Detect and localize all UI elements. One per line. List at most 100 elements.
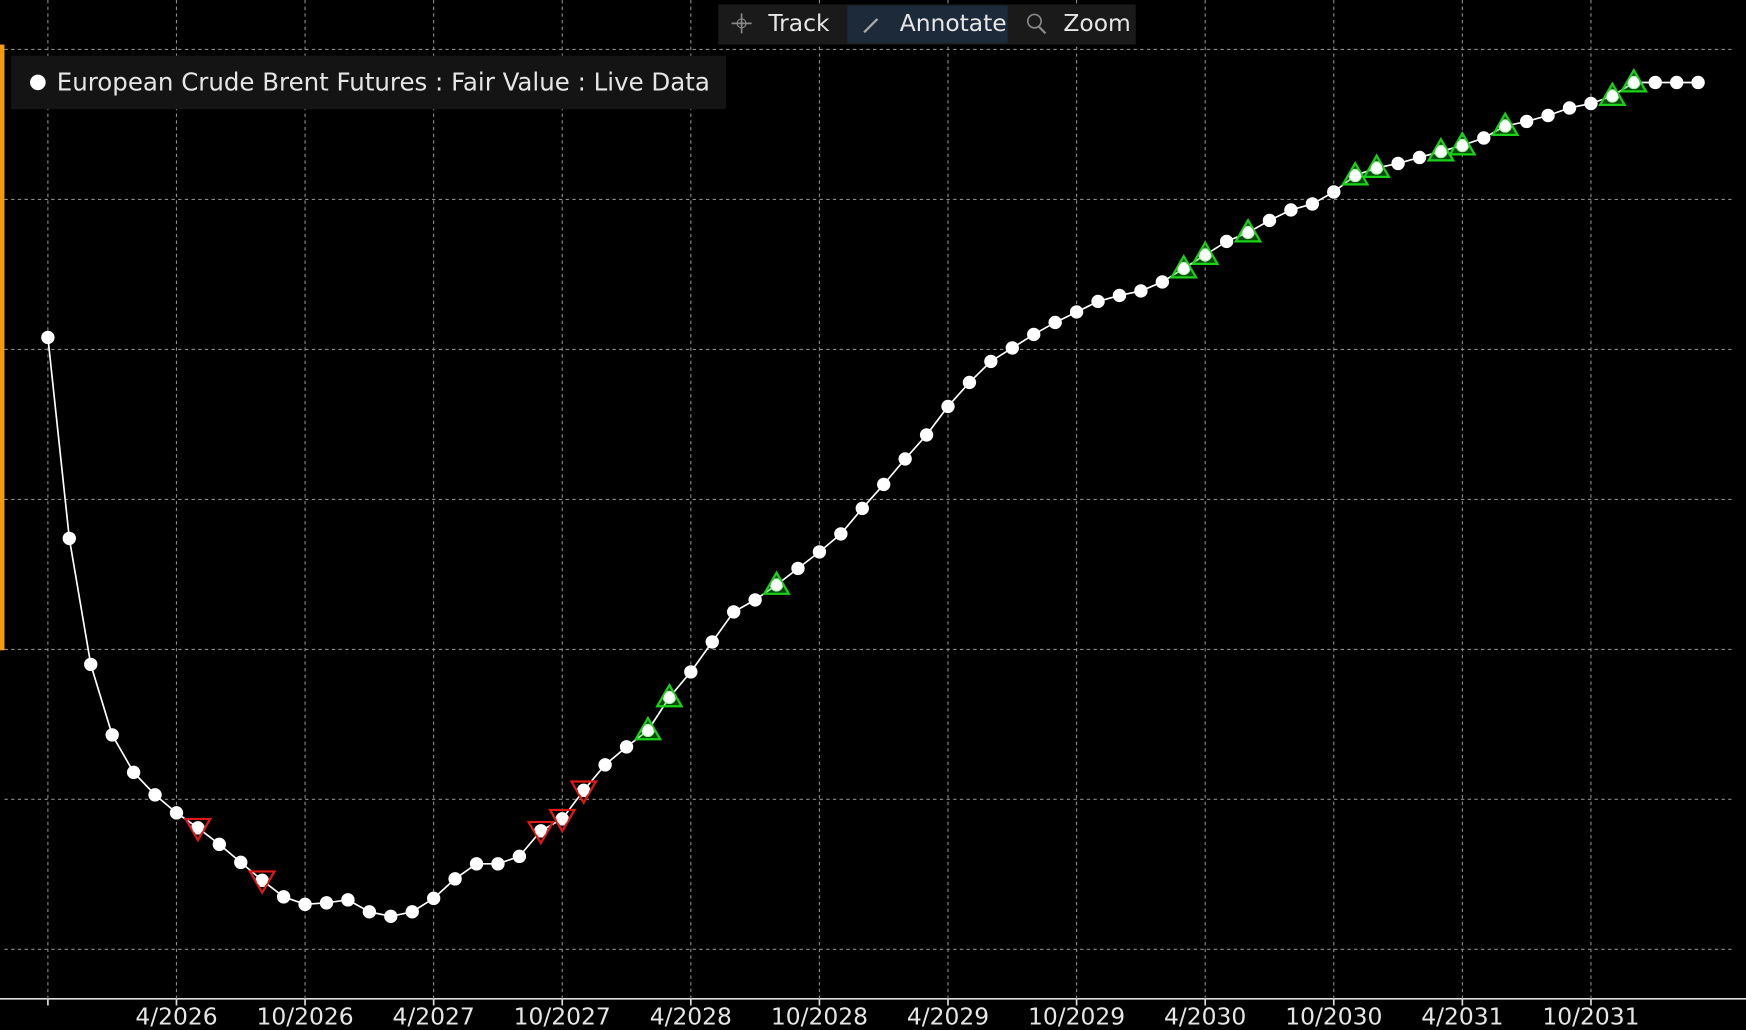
point: [962, 375, 977, 390]
point: [319, 896, 334, 910]
button-bg: [719, 5, 845, 44]
point: [1584, 96, 1598, 111]
legend-marker: [30, 74, 46, 91]
point: [1048, 315, 1062, 330]
x-tick-label: 4/2027: [393, 1002, 475, 1030]
point: [1435, 145, 1447, 158]
point: [1178, 262, 1190, 275]
point: [1305, 197, 1320, 211]
x-tick-label: 10/2031: [1542, 1002, 1639, 1030]
icon: [731, 13, 752, 34]
point: [919, 428, 934, 442]
point: [41, 330, 55, 345]
point: [169, 806, 184, 820]
button-label[interactable]: Zoom: [1063, 9, 1130, 37]
point: [619, 740, 634, 754]
point: [148, 788, 162, 802]
point: [1371, 162, 1383, 174]
point: [705, 635, 719, 649]
button-bg: [847, 5, 1008, 44]
point: [1562, 101, 1577, 115]
point: [469, 857, 484, 871]
x-tick-label: 4/2030: [1164, 1002, 1246, 1030]
point: [1155, 275, 1170, 289]
point: [234, 855, 248, 870]
legend: European Crude Brent Futures : Fair Valu…: [11, 55, 727, 110]
point: [105, 728, 119, 742]
point: [748, 593, 762, 607]
legend-box: [11, 55, 727, 110]
point: [556, 813, 568, 825]
point: [1541, 108, 1555, 123]
x-tick-label: 10/2026: [257, 1002, 354, 1030]
point: [341, 893, 355, 907]
point: [1499, 120, 1511, 132]
point: [1005, 341, 1019, 355]
x-tick-label: 10/2028: [771, 1002, 868, 1030]
x-tick-label: 4/2028: [650, 1002, 732, 1030]
icon: [1026, 13, 1042, 29]
down-marker: [526, 820, 555, 846]
point: [877, 477, 891, 492]
point: [384, 909, 398, 924]
point: [1219, 234, 1234, 249]
point: [1112, 288, 1127, 303]
x-tick-label: 4/2031: [1421, 1002, 1503, 1030]
track-button[interactable]: Track: [719, 5, 845, 44]
point: [1134, 284, 1148, 298]
point: [448, 872, 462, 886]
point: [791, 561, 805, 576]
point: [1327, 185, 1341, 199]
icon: [1038, 25, 1047, 35]
toolbar: Track Annotate Zoom: [718, 4, 1136, 45]
point: [1091, 294, 1105, 309]
side-bar: [0, 44, 5, 651]
x-tick-label: 4/2026: [135, 1002, 217, 1030]
point: [405, 905, 419, 919]
point: [256, 874, 268, 886]
point: [1477, 131, 1491, 145]
point: [276, 890, 291, 904]
point: [1069, 305, 1084, 319]
point: [192, 822, 204, 834]
down-marker: [248, 870, 277, 895]
point: [1648, 75, 1662, 90]
point: [1670, 75, 1684, 90]
point: [62, 531, 76, 546]
button-label[interactable]: Annotate: [900, 9, 1007, 37]
point: [1519, 114, 1534, 129]
point: [1349, 169, 1361, 182]
x-tick-label: 10/2030: [1285, 1002, 1382, 1030]
icon: [863, 18, 879, 34]
point: [1391, 156, 1405, 171]
x-tick-label: 10/2029: [1028, 1002, 1125, 1030]
annotate-button[interactable]: Annotate: [847, 5, 1008, 44]
point: [1027, 327, 1041, 342]
point: [362, 905, 377, 919]
point: [212, 837, 227, 852]
point: [1628, 76, 1640, 89]
point: [812, 545, 827, 559]
point: [578, 784, 590, 796]
point: [1412, 150, 1427, 165]
point: [1262, 213, 1277, 228]
point: [126, 765, 141, 780]
point: [984, 354, 998, 369]
point: [663, 691, 675, 703]
point: [491, 857, 505, 871]
zoom-button[interactable]: Zoom: [1026, 9, 1131, 37]
button-label[interactable]: Track: [767, 9, 830, 37]
point: [1606, 90, 1618, 102]
point: [535, 825, 547, 837]
point: [84, 657, 98, 672]
down-marker: [548, 808, 577, 834]
icon: [736, 18, 747, 29]
point: [426, 891, 441, 906]
point: [770, 579, 783, 591]
down-marker: [569, 780, 598, 805]
point: [1284, 203, 1298, 217]
point: [941, 399, 955, 414]
